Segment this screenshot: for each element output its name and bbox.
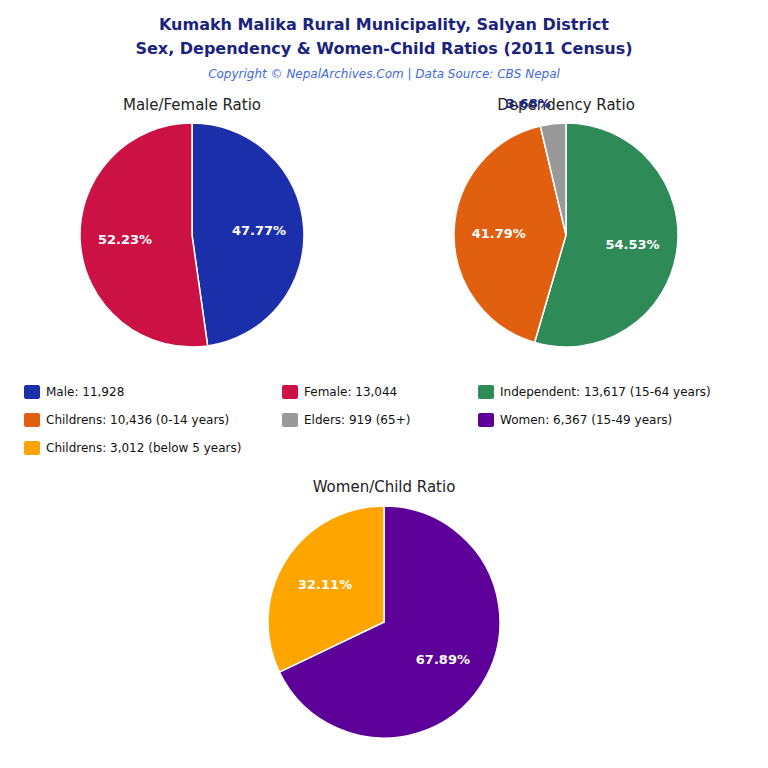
pie-labels: 54.53% 41.79% 3.68% [472, 96, 660, 252]
legend-entry: Childrens: 3,012 (below 5 years) [24, 441, 241, 455]
pie-title: Male/Female Ratio [123, 96, 261, 114]
legend-entry: Childrens: 10,436 (0-14 years) [24, 413, 229, 427]
pie-chart: Women/Child Ratio 67.89% 32.11% [268, 478, 500, 738]
pie-labels: 67.89% 32.11% [298, 577, 470, 666]
pie-slice [192, 123, 304, 346]
legend-entry: Male: 11,928 [24, 385, 124, 399]
pie-slice [268, 506, 384, 672]
legend-swatch [478, 385, 494, 399]
pie-slice [80, 123, 208, 347]
legend-label: Female: 13,044 [304, 385, 397, 399]
pie-chart: Dependency Ratio 54.53% 41.79% 3.68% [454, 96, 678, 347]
data-label: 32.11% [298, 577, 352, 592]
legend-swatch [282, 385, 298, 399]
pie-slices [454, 123, 678, 347]
legend-swatch [24, 413, 40, 427]
pie-slices [80, 123, 304, 347]
legend-label: Women: 6,367 (15-49 years) [500, 413, 672, 427]
pie-title: Dependency Ratio [497, 96, 635, 114]
legend-entry: Women: 6,367 (15-49 years) [478, 413, 672, 427]
main-title: Kumakh Malika Rural Municipality, Salyan… [159, 15, 609, 34]
data-label: 54.53% [605, 237, 659, 252]
legend-swatch [282, 413, 298, 427]
legend: Male: 11,928 Female: 13,044 Independent: 1… [24, 385, 711, 455]
pie-slices [268, 506, 500, 738]
legend-label: Childrens: 10,436 (0-14 years) [46, 413, 229, 427]
data-label: 41.79% [472, 226, 526, 241]
legend-swatch [478, 413, 494, 427]
legend-label: Childrens: 3,012 (below 5 years) [46, 441, 241, 455]
legend-entry: Elders: 919 (65+) [282, 413, 410, 427]
pie-title: Women/Child Ratio [313, 478, 456, 496]
pie-slice [540, 123, 566, 235]
data-label: 52.23% [98, 232, 152, 247]
main-subtitle: Sex, Dependency & Women-Child Ratios (20… [135, 39, 632, 58]
legend-label: Elders: 919 (65+) [304, 413, 410, 427]
legend-label: Independent: 13,617 (15-64 years) [500, 385, 711, 399]
copyright-note: Copyright © NepalArchives.Com | Data Sou… [208, 67, 560, 81]
legend-swatch [24, 441, 40, 455]
chart-canvas: Kumakh Malika Rural Municipality, Salyan… [0, 0, 768, 768]
pie-labels: 47.77% 52.23% [98, 223, 286, 247]
legend-swatch [24, 385, 40, 399]
data-label: 47.77% [232, 223, 286, 238]
legend-entry: Female: 13,044 [282, 385, 397, 399]
pie-chart: Male/Female Ratio 47.77% 52.23% [80, 96, 304, 347]
data-label: 3.68% [506, 96, 551, 111]
legend-label: Male: 11,928 [46, 385, 124, 399]
legend-entry: Independent: 13,617 (15-64 years) [478, 385, 711, 399]
data-label: 67.89% [416, 652, 470, 667]
